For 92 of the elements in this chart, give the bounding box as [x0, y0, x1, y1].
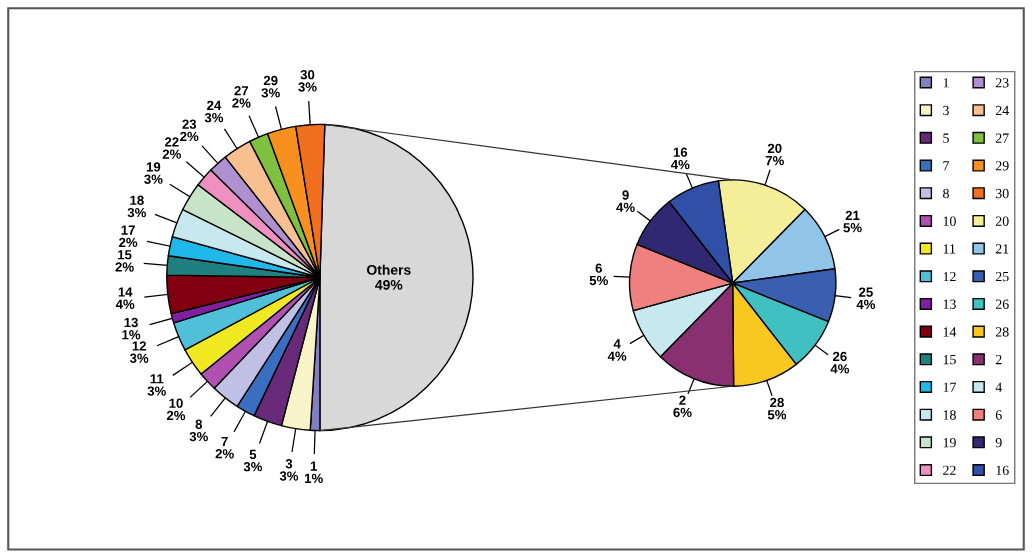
slice-label: 3: [285, 459, 293, 469]
data-label: 3%: [204, 112, 224, 123]
slice-label: 11: [150, 374, 164, 384]
slice-label: 13: [124, 317, 138, 328]
legend-label: 18: [943, 410, 956, 420]
data-label: 1%: [122, 330, 141, 340]
slice-label: 29: [263, 75, 278, 86]
data-label: 2%: [166, 410, 186, 421]
slice-label: 26: [832, 351, 847, 362]
data-label: 3%: [147, 386, 166, 396]
data-label: 4%: [856, 299, 876, 310]
data-label: 2%: [115, 262, 134, 272]
legend-label: 30: [995, 188, 1009, 199]
slice-label: 12: [132, 341, 146, 351]
slice-label: 8: [195, 419, 203, 429]
legend-label: 20: [995, 216, 1009, 226]
legend-label: 13: [943, 299, 956, 309]
data-label: 2%: [232, 98, 251, 108]
legend-label: 14: [943, 327, 957, 337]
data-label: 3%: [279, 471, 299, 481]
category-label: 25: [995, 271, 1009, 282]
slice-label: 25: [859, 287, 873, 297]
data-label: 2%: [162, 149, 181, 159]
data-label: 2%: [180, 131, 199, 142]
legend-label: 26: [995, 299, 1009, 309]
slice-label: 20: [767, 143, 782, 154]
data-label: 5%: [843, 223, 862, 233]
slice-label: 4: [613, 339, 621, 349]
slice-label: 1: [310, 461, 317, 471]
legend-label: 22: [943, 465, 956, 475]
slice-label: 28: [770, 397, 784, 408]
data-label: 3%: [261, 88, 280, 98]
slice-label: 5: [249, 449, 257, 460]
slice-label: 10: [169, 398, 183, 408]
data-label: 3%: [243, 462, 263, 472]
data-label: 5%: [589, 275, 608, 286]
slice-label: 7: [221, 436, 228, 447]
legend-label: 9: [995, 437, 1002, 448]
legend-label: 28: [995, 327, 1009, 337]
legend-label: 17: [943, 382, 956, 392]
slice-label: 24: [207, 100, 222, 110]
legend-label: 2: [995, 354, 1002, 365]
slice-label: 30: [300, 69, 315, 80]
data-label: 2%: [215, 449, 234, 459]
legend-label: 12: [943, 271, 956, 282]
legend-label: 15: [943, 354, 956, 365]
legend-label: 24: [995, 105, 1009, 116]
data-label: 1%: [305, 473, 323, 484]
data-label: 3%: [189, 431, 208, 442]
data-label: 4%: [670, 159, 690, 170]
legend-label: 27: [995, 133, 1009, 143]
data-label: 3%: [127, 207, 147, 218]
slice-label: 6: [595, 263, 602, 273]
legend-label: 11: [943, 244, 956, 254]
slice-label: 2: [679, 395, 686, 405]
data-label: 4%: [607, 351, 627, 361]
legend-label: 3: [943, 105, 949, 116]
slice-label: 14: [118, 287, 133, 297]
data-label: 5%: [767, 410, 787, 420]
data-label: 4%: [830, 364, 850, 374]
legend-label: 5: [943, 133, 949, 143]
data-label: 49%: [375, 279, 403, 290]
data-label: 6%: [673, 407, 692, 418]
slice-label: 9: [622, 190, 629, 200]
slice-label: 19: [146, 162, 161, 172]
legend-label: 21: [995, 244, 1009, 254]
legend-label: 8: [943, 188, 949, 199]
slice-label: 15: [118, 250, 132, 260]
legend-label: 29: [995, 161, 1009, 171]
data-label: 4%: [616, 202, 635, 212]
legend-label: 10: [943, 216, 956, 226]
slice-label: 16: [673, 147, 688, 157]
legend-label: 1: [943, 78, 949, 88]
data-label: 3%: [298, 82, 317, 92]
slice-label: 21: [845, 210, 860, 220]
slice-label: 18: [130, 195, 144, 205]
legend-label: 16: [996, 465, 1009, 475]
legend-label: 7: [943, 161, 950, 171]
legend-label: 19: [943, 437, 956, 448]
data-label: 7%: [765, 156, 784, 166]
slice-label: 17: [121, 225, 135, 235]
slice-label: 22: [164, 137, 179, 147]
slice-label: 23: [182, 119, 197, 129]
legend-label: 23: [995, 78, 1009, 88]
slice-label: Others: [367, 264, 411, 275]
category-label: 4: [995, 382, 1003, 392]
legend-label: 6: [995, 410, 1002, 420]
data-label: 2%: [119, 237, 138, 248]
data-label: 4%: [115, 299, 135, 309]
data-label: 3%: [144, 174, 163, 184]
slice-label: 27: [234, 86, 249, 96]
data-label: 3%: [129, 353, 149, 363]
